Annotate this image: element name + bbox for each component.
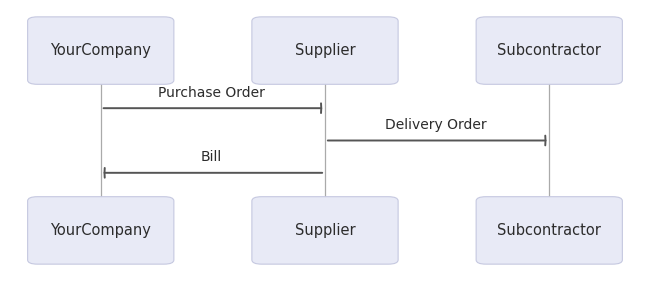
- Text: Supplier: Supplier: [294, 43, 356, 58]
- Text: Purchase Order: Purchase Order: [158, 86, 265, 100]
- FancyBboxPatch shape: [252, 17, 398, 84]
- Text: YourCompany: YourCompany: [50, 43, 151, 58]
- FancyBboxPatch shape: [27, 17, 174, 84]
- FancyBboxPatch shape: [476, 17, 622, 84]
- FancyBboxPatch shape: [252, 197, 398, 264]
- FancyBboxPatch shape: [476, 197, 622, 264]
- Text: YourCompany: YourCompany: [50, 223, 151, 238]
- Text: Supplier: Supplier: [294, 223, 356, 238]
- Text: Bill: Bill: [201, 150, 222, 164]
- Text: Delivery Order: Delivery Order: [385, 118, 486, 132]
- FancyBboxPatch shape: [27, 197, 174, 264]
- Text: Subcontractor: Subcontractor: [497, 43, 601, 58]
- Text: Subcontractor: Subcontractor: [497, 223, 601, 238]
